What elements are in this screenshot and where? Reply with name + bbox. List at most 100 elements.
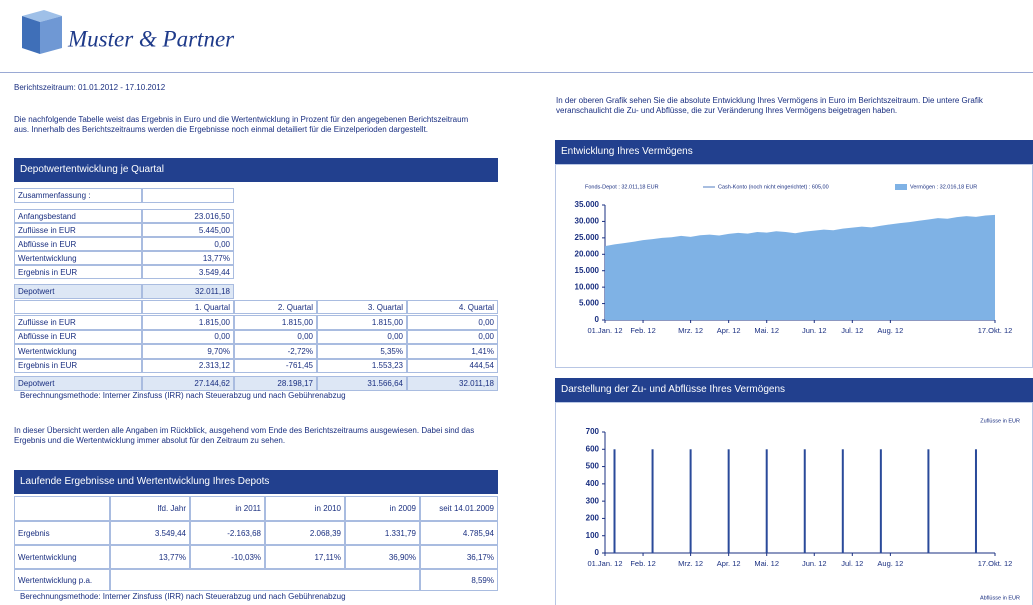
table-cell: 36,90% bbox=[345, 545, 420, 569]
table-cell: Wertentwicklung p.a. bbox=[14, 569, 110, 591]
table-cell: 1.815,00 bbox=[317, 315, 407, 330]
bar bbox=[651, 449, 654, 553]
table-cell: -761,45 bbox=[234, 358, 317, 373]
table-cell bbox=[14, 300, 142, 314]
x-tick-label: Jul. 12 bbox=[841, 559, 863, 568]
legend-symbol bbox=[895, 184, 907, 190]
table-cell: 0,00 bbox=[142, 329, 234, 344]
intro: Die nachfolgende Tabelle weist das Ergeb… bbox=[14, 115, 469, 134]
table-cell: lfd. Jahr bbox=[110, 496, 190, 521]
bar bbox=[613, 449, 616, 553]
table-cell: 1,41% bbox=[407, 344, 498, 359]
bar bbox=[927, 449, 930, 553]
area bbox=[605, 214, 995, 320]
table-cell: 27.144,62 bbox=[142, 376, 234, 391]
table-cell: 1. Quartal bbox=[142, 300, 234, 314]
x-tick-label: Apr. 12 bbox=[717, 326, 741, 335]
area-chart: 0 5.000 10.000 15.000 20.000 25.000 30.000 35.0… bbox=[575, 184, 1013, 335]
table-cell: in 2009 bbox=[345, 496, 420, 521]
y-tick-label: 400 bbox=[586, 479, 600, 488]
y-tick-label: 10.000 bbox=[575, 282, 600, 291]
x-tick-label: Aug. 12 bbox=[877, 326, 903, 335]
table-cell: -2.163,68 bbox=[190, 521, 265, 545]
table-cell: 3. Quartal bbox=[317, 300, 407, 314]
x-tick-label: Jun. 12 bbox=[802, 559, 827, 568]
table-cell: Abflüsse in EUR bbox=[14, 329, 142, 344]
table-cell: 5,35% bbox=[317, 344, 407, 359]
y-tick-label: 100 bbox=[586, 531, 600, 540]
period: Berichtszeitraum: 01.01.2012 - 17.10.201… bbox=[14, 83, 166, 92]
chart-title: Entwicklung Ihres Vermögens bbox=[555, 140, 1033, 164]
table-cell: Zuflüsse in EUR bbox=[14, 315, 142, 330]
table-cell: Wertentwicklung bbox=[14, 251, 142, 265]
table-cell: Ergebnis bbox=[14, 521, 110, 545]
y-tick-label: 30.000 bbox=[575, 217, 600, 226]
table-cell: 17,11% bbox=[265, 545, 345, 569]
table-cell: 1.553,23 bbox=[317, 358, 407, 373]
table-cell: 36,17% bbox=[420, 545, 498, 569]
table-cell: Ergebnis in EUR bbox=[14, 358, 142, 373]
table-cell: 444,54 bbox=[407, 358, 498, 373]
x-tick-label: Feb. 12 bbox=[630, 559, 655, 568]
y-tick-label: 15.000 bbox=[575, 266, 600, 275]
bar bbox=[727, 449, 730, 553]
table-cell: 23.016,50 bbox=[142, 209, 234, 223]
bar bbox=[765, 449, 768, 553]
table-cell: 9,70% bbox=[142, 344, 234, 359]
x-tick-label: Jun. 12 bbox=[802, 326, 827, 335]
legend-label: Fonds-Depot : 32.011,18 EUR bbox=[585, 184, 659, 190]
table-cell: Depotwert bbox=[14, 376, 142, 391]
table-cell: 3.549,44 bbox=[142, 265, 234, 279]
table-cell: 2.313,12 bbox=[142, 358, 234, 373]
y-tick-label: 300 bbox=[586, 496, 600, 505]
y-tick-label: 500 bbox=[586, 462, 600, 471]
table-cell: 1.815,00 bbox=[142, 315, 234, 330]
table-cell: 4.785,94 bbox=[420, 521, 498, 545]
bar bbox=[803, 449, 806, 553]
bar bbox=[841, 449, 844, 553]
table-cell: 4. Quartal bbox=[407, 300, 498, 314]
table-cell: 2. Quartal bbox=[234, 300, 317, 314]
table-cell: 0,00 bbox=[142, 237, 234, 251]
table-cell: in 2010 bbox=[265, 496, 345, 521]
table-cell: Depotwert bbox=[14, 284, 142, 299]
table-cell: 31.566,64 bbox=[317, 376, 407, 391]
y-tick-label: 0 bbox=[595, 315, 600, 324]
x-tick-label: Mai. 12 bbox=[754, 559, 779, 568]
x-tick-label: Feb. 12 bbox=[630, 326, 655, 335]
legend-label: Zuflüsse in EUR bbox=[980, 418, 1020, 424]
table-cell: 8,59% bbox=[420, 569, 498, 591]
table-cell: Wertentwicklung bbox=[14, 545, 110, 569]
table-cell: 3.549,44 bbox=[110, 521, 190, 545]
table-cell: Zusammenfassung : bbox=[14, 188, 142, 203]
footnote: Berechnungsmethode: Interner Zinsfuss (I… bbox=[20, 592, 346, 601]
intro: In der oberen Grafik sehen Sie die absol… bbox=[556, 96, 983, 115]
logo: Muster & Partner bbox=[22, 10, 235, 54]
table-cell: 13,77% bbox=[142, 251, 234, 265]
legend-label: Abflüsse in EUR bbox=[980, 595, 1020, 601]
table-title: Depotwertentwicklung je Quartal bbox=[14, 158, 498, 182]
company-name: Muster & Partner bbox=[67, 26, 235, 51]
x-tick-label: Mrz. 12 bbox=[678, 326, 703, 335]
y-tick-label: 0 bbox=[595, 548, 600, 557]
y-tick-label: 35.000 bbox=[575, 200, 600, 209]
bar bbox=[879, 449, 882, 553]
table-cell: 1.331,79 bbox=[345, 521, 420, 545]
table-cell: 13,77% bbox=[110, 545, 190, 569]
header-rule bbox=[0, 72, 1033, 73]
table-cell: 0,00 bbox=[317, 329, 407, 344]
x-tick-label: 17.Okt. 12 bbox=[978, 326, 1013, 335]
table-cell: Zuflüsse in EUR bbox=[14, 223, 142, 237]
table-cell bbox=[142, 188, 234, 203]
table-cell: 0,00 bbox=[407, 315, 498, 330]
x-tick-label: Jul. 12 bbox=[841, 326, 863, 335]
y-tick-label: 600 bbox=[586, 444, 600, 453]
table-cell: 0,00 bbox=[407, 329, 498, 344]
table-cell: Wertentwicklung bbox=[14, 344, 142, 359]
y-tick-label: 200 bbox=[586, 514, 600, 523]
y-tick-label: 700 bbox=[586, 427, 600, 436]
chart-title: Darstellung der Zu- und Abflüsse Ihres V… bbox=[555, 378, 1033, 402]
table-cell: 32.011,18 bbox=[407, 376, 498, 391]
intro: In dieser Übersicht werden alle Angaben … bbox=[14, 426, 475, 445]
